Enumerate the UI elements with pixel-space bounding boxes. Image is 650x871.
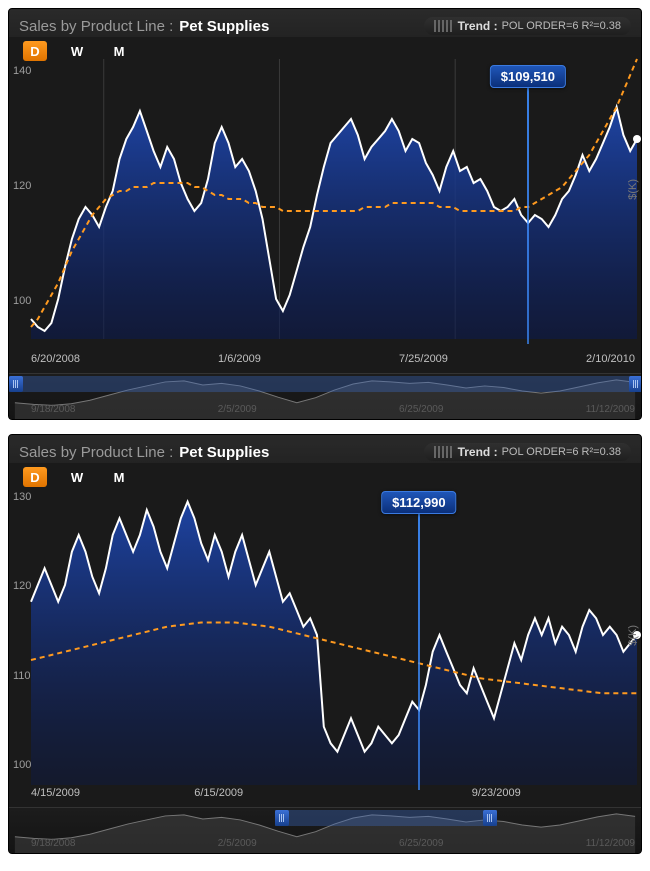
mini-labels: 9/18/20082/5/20096/25/200911/12/2009 (31, 404, 635, 415)
range-selection[interactable] (275, 810, 497, 826)
y-axis-unit: $(K) (627, 625, 639, 646)
trend-detail: POL ORDER=6 R²=0.38 (502, 446, 621, 458)
x-axis-labels: 6/20/20081/6/20097/25/20092/10/2010 (31, 353, 635, 365)
trend-bars-icon (434, 20, 452, 32)
y-axis-unit: $(K) (627, 179, 639, 200)
range-handle-left[interactable] (9, 376, 23, 392)
trend-button[interactable]: Trend : POL ORDER=6 R²=0.38 (424, 17, 631, 35)
tab-day[interactable]: D (23, 41, 47, 61)
trend-bars-icon (434, 446, 452, 458)
title-prefix: Sales by Product Line : (19, 444, 173, 461)
title-main: Pet Supplies (179, 18, 269, 35)
title-group: Sales by Product Line : Pet Supplies (19, 444, 269, 461)
trend-button[interactable]: Trend : POL ORDER=6 R²=0.38 (424, 443, 631, 461)
tab-day[interactable]: D (23, 467, 47, 487)
value-callout[interactable]: $109,510 (490, 65, 566, 88)
panel-header: Sales by Product Line : Pet Supplies Tre… (9, 435, 641, 463)
title-main: Pet Supplies (179, 444, 269, 461)
trend-label: Trend : (458, 445, 498, 459)
range-selection[interactable] (9, 376, 642, 392)
trend-label: Trend : (458, 19, 498, 33)
value-callout[interactable]: $112,990 (381, 491, 457, 514)
y-axis-labels: 140120100 (13, 65, 31, 307)
x-axis-labels: 4/15/20096/15/20099/23/2009 (31, 787, 635, 799)
title-prefix: Sales by Product Line : (19, 18, 173, 35)
trend-detail: POL ORDER=6 R²=0.38 (502, 20, 621, 32)
tab-month[interactable]: M (107, 467, 131, 487)
range-handle-right[interactable] (629, 376, 642, 392)
tab-week[interactable]: W (65, 41, 89, 61)
y-axis-labels: 130120110100 (13, 491, 31, 771)
callout-line (527, 84, 529, 344)
tab-month[interactable]: M (107, 41, 131, 61)
panel-header: Sales by Product Line : Pet Supplies Tre… (9, 9, 641, 37)
mini-labels: 9/18/20082/5/20096/25/200911/12/2009 (31, 838, 635, 849)
range-handle-right[interactable] (483, 810, 497, 826)
title-group: Sales by Product Line : Pet Supplies (19, 18, 269, 35)
tab-week[interactable]: W (65, 467, 89, 487)
chart-panel-1: Sales by Product Line : Pet Supplies Tre… (8, 8, 642, 420)
range-handle-left[interactable] (275, 810, 289, 826)
range-minimap[interactable]: 9/18/20082/5/20096/25/200911/12/2009 (9, 373, 641, 419)
chart-area[interactable] (31, 59, 635, 339)
callout-line (418, 510, 420, 790)
range-minimap[interactable]: 9/18/20082/5/20096/25/200911/12/2009 (9, 807, 641, 853)
chart-panel-2: Sales by Product Line : Pet Supplies Tre… (8, 434, 642, 854)
chart-area[interactable] (31, 485, 635, 785)
